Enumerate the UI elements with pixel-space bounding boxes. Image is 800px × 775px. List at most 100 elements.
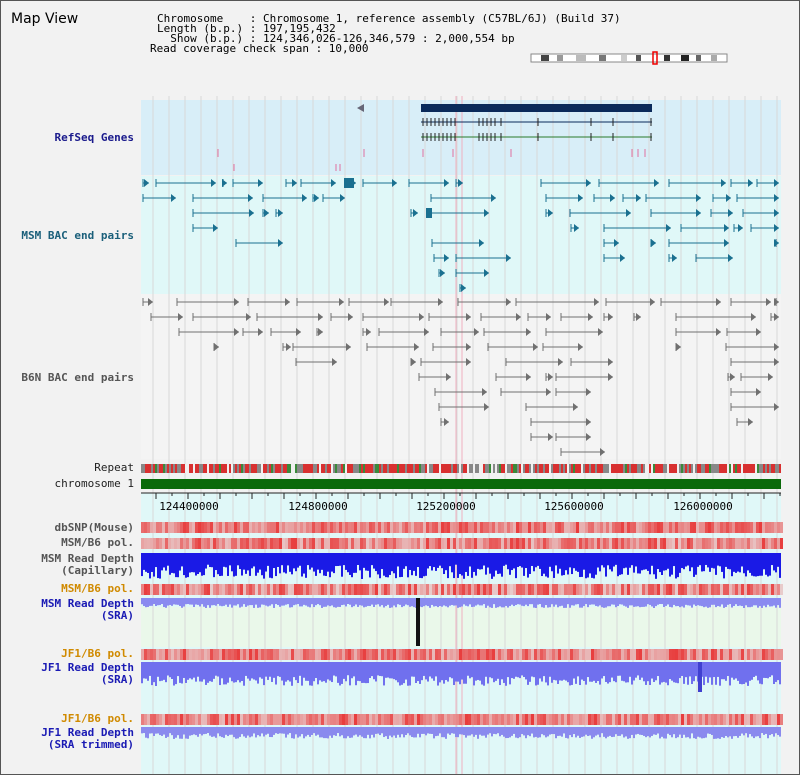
jf1-trimmed-depth-bar xyxy=(387,727,389,739)
jf1-sra-depth-bar xyxy=(729,662,731,686)
jf1-trimmed-depth-bar xyxy=(441,727,443,738)
repeat-segment xyxy=(177,464,179,473)
msm-bac-arrow xyxy=(144,179,149,187)
jf1-pol-heat xyxy=(177,649,180,660)
msm-capillary-depth-bar xyxy=(331,553,333,572)
jf1-sra-depth-bar xyxy=(535,662,537,686)
dbsnp-heat xyxy=(372,522,375,533)
msm-sra-depth-bar xyxy=(207,598,209,606)
repeat-segment xyxy=(477,464,479,473)
msm-capillary-depth-bar xyxy=(751,553,753,576)
dbsnp-heat xyxy=(315,522,318,533)
msm-sra-depth-bar xyxy=(753,598,755,606)
msm-sra-depth-bar xyxy=(617,598,619,607)
jf1-pol2-heat xyxy=(327,714,330,725)
msm-sra-depth-bar xyxy=(437,598,439,608)
jf1-pol-heat xyxy=(762,649,765,660)
repeat-segment xyxy=(215,464,217,473)
msm-capillary-depth-bar xyxy=(573,553,575,569)
repeat-segment xyxy=(691,464,693,473)
msm-sra-depth-bar xyxy=(143,598,145,606)
jf1-sra-depth-bar xyxy=(343,662,345,679)
jf1-sra-depth-bar xyxy=(715,662,717,685)
jf1-sra-depth-bar xyxy=(263,662,265,686)
msm-sra-depth-bar xyxy=(665,598,667,606)
jf1-sra-depth-bar xyxy=(775,662,777,682)
msm-capillary-depth-bar xyxy=(759,553,761,576)
repeat-segment xyxy=(615,464,617,473)
jf1-pol-heat xyxy=(537,649,540,660)
jf1-sra-depth-bar xyxy=(353,662,355,677)
msm-pol2-heat xyxy=(531,584,534,595)
jf1-pol-heat xyxy=(300,649,303,660)
jf1-sra-depth-bar xyxy=(515,662,517,677)
dbsnp-heat xyxy=(390,522,393,533)
msm-pol-heat xyxy=(165,538,168,549)
msm-capillary-depth-bar xyxy=(171,553,173,573)
msm-pol2-heat xyxy=(519,584,522,595)
msm-pol2-heat xyxy=(708,584,711,595)
dbsnp-heat xyxy=(336,522,339,533)
msm-sra-depth-bar xyxy=(195,598,197,605)
jf1-sra-depth-bar xyxy=(279,662,281,677)
msm-capillary-depth-bar xyxy=(353,553,355,573)
msm-capillary-depth-bar xyxy=(685,553,687,567)
msm-capillary-depth-bar xyxy=(435,553,437,571)
repeat-segment xyxy=(407,464,409,473)
msm-pol-heat xyxy=(525,538,528,549)
jf1-trimmed-depth-bar xyxy=(641,727,643,736)
msm-sra-depth-bar xyxy=(601,598,603,608)
msm-sra-depth-bar xyxy=(241,598,243,607)
jf1-trimmed-depth-bar xyxy=(491,727,493,737)
jf1-pol2-heat xyxy=(420,714,423,725)
jf1-trimmed-depth-bar xyxy=(709,727,711,734)
msm-pol2-heat xyxy=(267,584,270,595)
msm-sra-depth-bar xyxy=(161,598,163,605)
msm-pol2-heat xyxy=(465,584,468,595)
repeat-segment xyxy=(425,464,427,473)
repeat-segment xyxy=(585,464,587,473)
jf1-pol2-heat xyxy=(585,714,588,725)
repeat-segment xyxy=(525,464,527,473)
repeat-segment xyxy=(393,464,395,473)
jf1-trimmed-depth-bar xyxy=(571,727,573,738)
jf1-pol2-heat xyxy=(249,714,252,725)
jf1-pol-heat xyxy=(528,649,531,660)
msm-pol2-heat xyxy=(768,584,771,595)
msm-pol2-heat xyxy=(738,584,741,595)
dbsnp-heat xyxy=(150,522,153,533)
msm-sra-depth-bar xyxy=(261,598,263,605)
jf1-pol-heat xyxy=(171,649,174,660)
repeat-segment xyxy=(169,464,171,473)
jf1-trimmed-depth-bar xyxy=(733,727,735,737)
jf1-sra-depth-bar xyxy=(513,662,515,679)
msm-pol-heat xyxy=(414,538,417,549)
jf1-sra-depth-bar xyxy=(215,662,217,676)
jf1-trimmed-depth-bar xyxy=(659,727,661,739)
dbsnp-heat xyxy=(540,522,543,533)
msm-capillary-depth-bar xyxy=(659,553,661,573)
msm-capillary-depth-bar xyxy=(177,553,179,578)
jf1-sra-depth-bar xyxy=(147,662,149,681)
msm-capillary-depth-bar xyxy=(251,553,253,569)
msm-sra-depth-bar xyxy=(395,598,397,608)
msm-pol2-heat xyxy=(504,584,507,595)
jf1-sra-depth-bar xyxy=(425,662,427,680)
jf1-sra-depth-bar xyxy=(713,662,715,678)
msm-capillary-depth-bar xyxy=(697,553,699,567)
jf1-pol2-heat xyxy=(222,714,225,725)
dbsnp-heat xyxy=(612,522,615,533)
msm-capillary-depth-bar xyxy=(421,553,423,579)
repeat-segment xyxy=(677,464,679,473)
jf1-pol-heat xyxy=(579,649,582,660)
jf1-sra-depth-bar xyxy=(411,662,413,677)
repeat-segment xyxy=(365,464,367,473)
repeat-segment xyxy=(465,464,467,473)
jf1-trimmed-depth-bar xyxy=(151,727,153,734)
jf1-trimmed-depth-bar xyxy=(655,727,657,735)
msm-pol2-heat xyxy=(261,584,264,595)
jf1-trimmed-depth-bar xyxy=(507,727,509,739)
jf1-pol2-heat xyxy=(642,714,645,725)
msm-sra-depth-bar xyxy=(557,598,559,608)
